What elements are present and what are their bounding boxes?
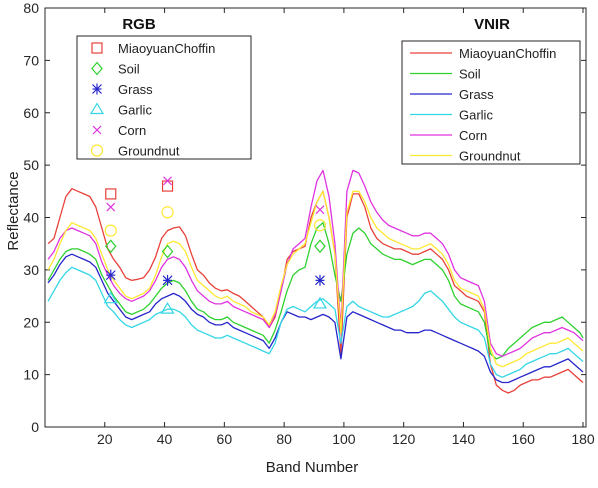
legend-vnir-label: Groundnut xyxy=(459,149,521,164)
triangle-marker-icon xyxy=(312,296,328,309)
plot-frame xyxy=(44,7,587,428)
rgb-point-grass xyxy=(162,274,173,286)
x-tick-label: 100 xyxy=(332,431,356,447)
diamond-marker-icon xyxy=(161,244,174,259)
x-stroke xyxy=(92,125,102,135)
rgb-point-soil xyxy=(161,244,174,259)
legend-rgb-marker xyxy=(91,61,103,76)
legend-vnir-label: Corn xyxy=(459,128,487,143)
rgb-point-groundnut xyxy=(104,224,117,237)
legend-rgb-marker xyxy=(91,42,103,54)
series-line-soil xyxy=(47,222,584,360)
x-tick-label: 60 xyxy=(217,431,233,447)
legend-rgb-marker xyxy=(92,83,102,95)
rgb-point-corn xyxy=(163,176,172,186)
diamond-marker-icon xyxy=(104,239,117,254)
x-stroke xyxy=(163,176,172,186)
rgb-point-garlic xyxy=(312,296,328,309)
diamond-marker-icon xyxy=(91,61,103,76)
legend-rgb-box xyxy=(76,35,252,160)
asterisk-stroke xyxy=(105,270,116,281)
series-line-garlic xyxy=(47,266,584,378)
y-tick-label: 80 xyxy=(23,0,39,16)
legend-vnir-title: VNIR xyxy=(474,16,510,33)
legend-vnir-label: Garlic xyxy=(459,108,493,123)
rgb-point-groundnut xyxy=(161,206,174,219)
rgb-point-grass xyxy=(105,269,116,281)
legend-vnir-box xyxy=(401,40,581,165)
x-stroke xyxy=(315,205,325,215)
legend-rgb-marker xyxy=(89,102,105,115)
y-tick-label: 0 xyxy=(31,419,39,435)
rgb-point-garlic xyxy=(160,301,175,314)
diamond-marker-icon xyxy=(314,239,326,254)
square-marker-icon xyxy=(91,42,103,54)
rgb-point-miaoyuanchoffin xyxy=(105,188,117,200)
series-line-groundnut xyxy=(47,190,584,368)
y-tick-label: 30 xyxy=(23,262,39,278)
x-axis-label: Band Number xyxy=(266,459,359,476)
rgb-point-corn xyxy=(106,202,116,212)
legend-rgb-label: Groundnut xyxy=(118,144,180,159)
triangle-marker-icon xyxy=(89,102,105,115)
triangle-marker-icon xyxy=(103,291,118,304)
asterisk-stroke xyxy=(162,275,173,286)
y-tick-label: 50 xyxy=(23,157,39,173)
series-layer xyxy=(47,169,584,394)
y-tick-label: 10 xyxy=(23,367,39,383)
circle-marker-icon xyxy=(313,219,327,232)
x-tick-label: 140 xyxy=(452,431,476,447)
rgb-point-groundnut xyxy=(313,219,327,232)
x-stroke xyxy=(106,202,116,212)
y-tick-label: 20 xyxy=(23,314,39,330)
y-tick-label: 70 xyxy=(23,52,39,68)
asterisk-stroke xyxy=(315,275,325,286)
legend-vnir-label: MiaoyuanChoffin xyxy=(459,46,556,61)
circle-marker-icon xyxy=(90,144,104,157)
circle-marker-icon xyxy=(161,206,174,219)
rgb-point-soil xyxy=(314,239,326,254)
legend-rgb-label: Garlic xyxy=(118,103,152,118)
legend-rgb-title: RGB xyxy=(122,16,156,33)
rgb-point-grass xyxy=(315,274,325,286)
square-marker-icon xyxy=(105,188,117,200)
legend-vnir-label: Soil xyxy=(459,67,481,82)
circle-marker-icon xyxy=(104,224,117,237)
rgb-point-garlic xyxy=(103,291,118,304)
series-line-corn xyxy=(47,169,584,357)
x-tick-label: 20 xyxy=(97,431,113,447)
y-tick-label: 60 xyxy=(23,105,39,121)
legend-rgb-label: MiaoyuanChoffin xyxy=(118,41,215,56)
axes-layer: 20 40 60 80 100 120 140 160 180 0 10 20 30 40 50 60 70 80 xyxy=(23,0,594,447)
legend-rgb-label: Soil xyxy=(118,62,140,77)
legend-rgb: RGB MiaoyuanChoffin Soil Grass Garlic Corn Gro… xyxy=(76,16,252,160)
triangle-marker-icon xyxy=(160,301,175,314)
legend-vnir: VNIR MiaoyuanChoffin Soil Grass Garlic Corn Gr… xyxy=(401,16,581,165)
x-tick-label: 160 xyxy=(512,431,536,447)
legend-rgb-marker xyxy=(92,125,102,135)
asterisk-stroke xyxy=(92,84,102,94)
rgb-point-corn xyxy=(315,205,325,215)
x-tick-label: 180 xyxy=(571,431,595,447)
rgb-markers-layer xyxy=(103,176,328,314)
y-tick-label: 40 xyxy=(23,210,39,226)
legend-rgb-marker xyxy=(90,144,104,157)
x-tick-label: 120 xyxy=(392,431,416,447)
legend-rgb-label: Corn xyxy=(118,123,146,138)
x-tick-label: 80 xyxy=(276,431,292,447)
legend-rgb-label: Grass xyxy=(118,82,153,97)
y-axis-label: Reflectance xyxy=(5,171,22,250)
series-line-grass xyxy=(47,253,584,384)
x-tick-label: 40 xyxy=(157,431,173,447)
legend-vnir-label: Grass xyxy=(459,87,494,102)
rgb-point-soil xyxy=(104,239,117,254)
